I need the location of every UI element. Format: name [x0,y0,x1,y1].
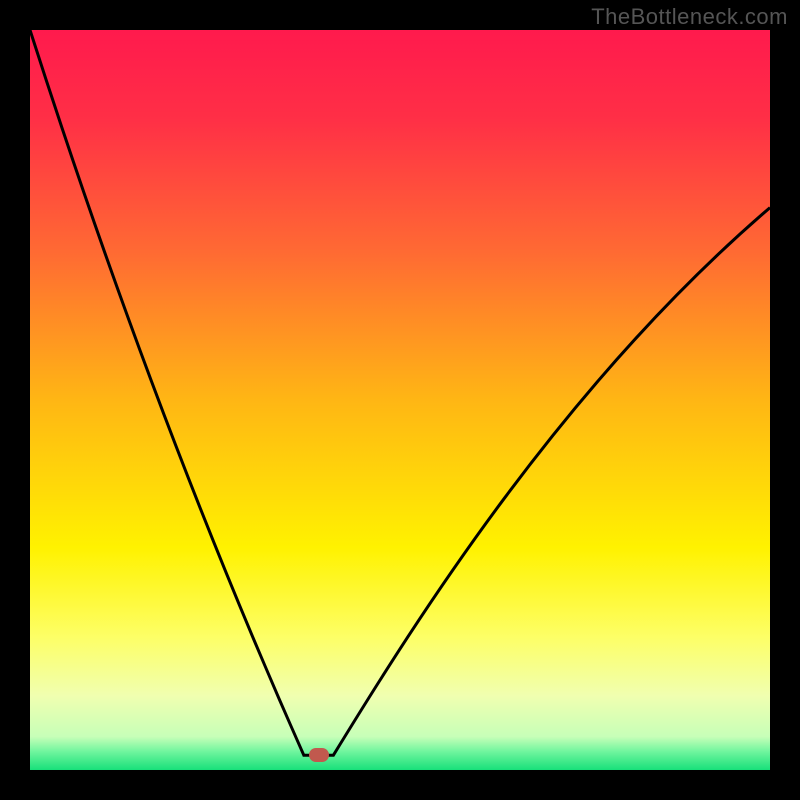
curve-path [30,30,770,755]
bottleneck-curve [30,30,770,770]
watermark-text: TheBottleneck.com [591,4,788,30]
stage: TheBottleneck.com [0,0,800,800]
optimum-marker [309,748,329,762]
